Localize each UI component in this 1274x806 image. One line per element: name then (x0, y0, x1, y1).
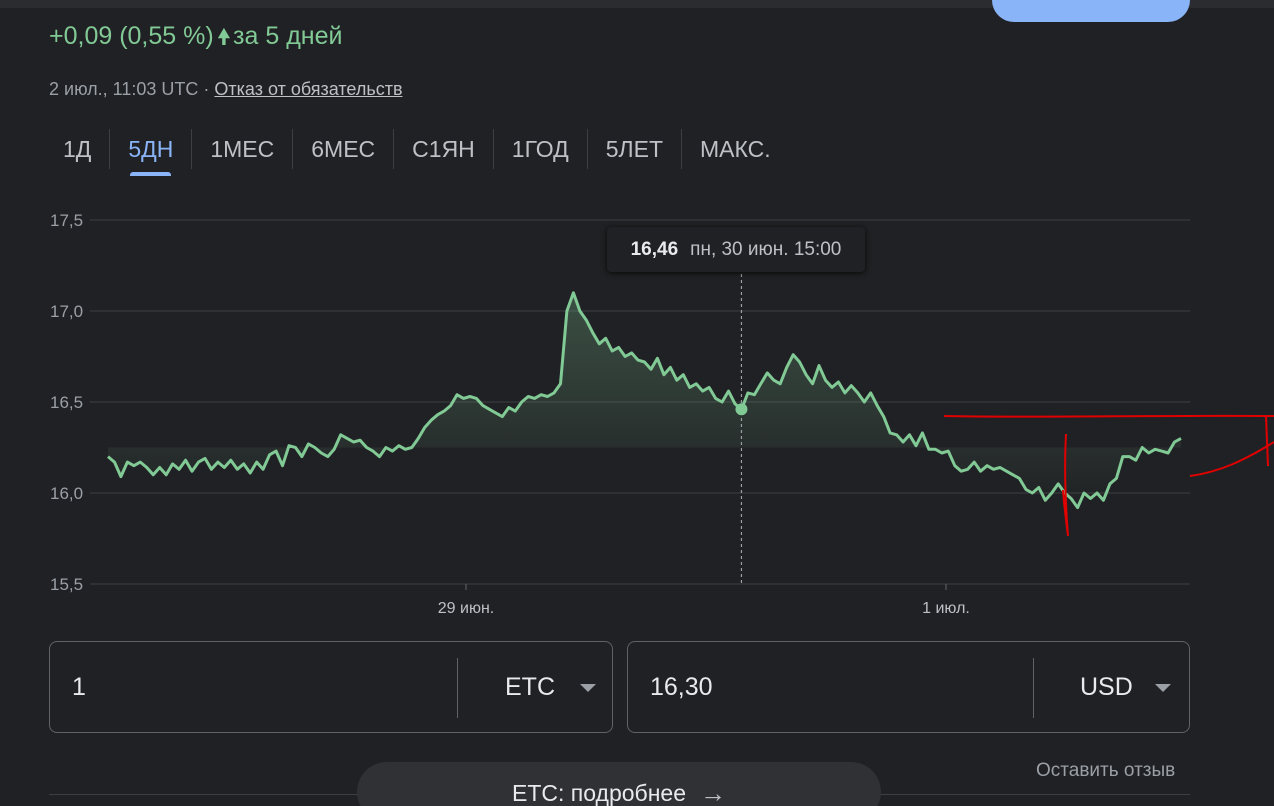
tab-6[interactable]: 1ГОД (511, 136, 569, 162)
y-tick-label: 16,5 (50, 393, 83, 412)
chart-tooltip: 16,46 пн, 30 июн. 15:00 (607, 227, 865, 272)
annotation-horizontal (943, 414, 1274, 418)
change-value: +0,09 (0,55 %) (49, 22, 214, 50)
x-tick-label: 29 июн. (438, 600, 494, 617)
to-amount-input[interactable]: 16,30 (650, 673, 713, 701)
annotation-vertical (1062, 433, 1069, 537)
tab-3[interactable]: 1МЕС (210, 136, 275, 162)
change-period: за 5 дней (233, 22, 343, 50)
tab-separator (681, 129, 682, 169)
separator: · (198, 79, 215, 99)
price-change: +0,09 (0,55 %) 🠝за 5 дней (49, 20, 342, 58)
from-currency-select[interactable]: ETC (505, 673, 555, 701)
follow-button[interactable] (992, 0, 1190, 22)
tab-separator (393, 129, 395, 169)
feedback-link[interactable]: Оставить отзыв (1036, 760, 1176, 781)
tab-4[interactable]: 6МЕС (311, 136, 376, 162)
tab-8[interactable]: МАКС. (700, 136, 771, 162)
timestamp-line: 2 июл., 11:03 UTC · Отказ от обязательст… (49, 79, 403, 100)
highlight-point (735, 403, 748, 416)
series-area (108, 292, 1181, 508)
tab-5[interactable]: С1ЯН (412, 136, 475, 162)
tab-2[interactable]: 5ДН (110, 127, 191, 176)
disclaimer-link[interactable]: Отказ от обязательств (214, 79, 403, 99)
tooltip-value: 16,46 (630, 238, 679, 260)
from-amount-input[interactable]: 1 (72, 673, 86, 701)
x-tick-label: 1 июл. (922, 600, 970, 617)
tab-separator (492, 129, 494, 169)
more-details-label: ETC: подробнее (512, 780, 686, 806)
y-tick-label: 17,5 (50, 211, 83, 230)
timestamp: 2 июл., 11:03 UTC (49, 79, 199, 99)
tab-separator (586, 129, 588, 169)
tab-1[interactable]: 1Д (63, 136, 92, 162)
tab-separator (292, 129, 294, 169)
divider (457, 658, 458, 718)
converter-from: 1 ETC (49, 641, 613, 733)
arrow-right-icon: → (699, 778, 726, 806)
tooltip-date: пн, 30 июн. 15:00 (690, 238, 842, 260)
chevron-down-icon[interactable] (1155, 684, 1171, 692)
to-currency-select[interactable]: USD (1080, 673, 1133, 701)
chevron-down-icon[interactable] (580, 684, 596, 692)
annotation-diagonal (1189, 441, 1274, 477)
tab-separator (109, 129, 111, 169)
y-tick-label: 16,0 (50, 484, 83, 503)
converter-to: 16,30 USD (627, 641, 1190, 733)
y-tick-label: 17,0 (50, 302, 83, 321)
annotation-edge (1265, 415, 1269, 467)
series-line (107, 291, 1182, 510)
range-tabs: 1Д 5ДН 1МЕС 6МЕС С1ЯН 1ГОД 5ЛЕТ МАКС. (45, 127, 789, 177)
divider (1033, 658, 1034, 718)
tab-separator (191, 129, 193, 169)
more-details-button[interactable]: ETC: подробнее → (357, 762, 881, 806)
y-tick-label: 15,5 (50, 575, 83, 594)
tab-7[interactable]: 5ЛЕТ (605, 136, 663, 162)
price-chart[interactable]: 17,5 17,0 16,5 16,0 15,5 29 июн. 1 июл. (0, 190, 1274, 630)
arrow-up-icon: 🠝 (216, 24, 232, 49)
top-strip (0, 0, 1274, 8)
